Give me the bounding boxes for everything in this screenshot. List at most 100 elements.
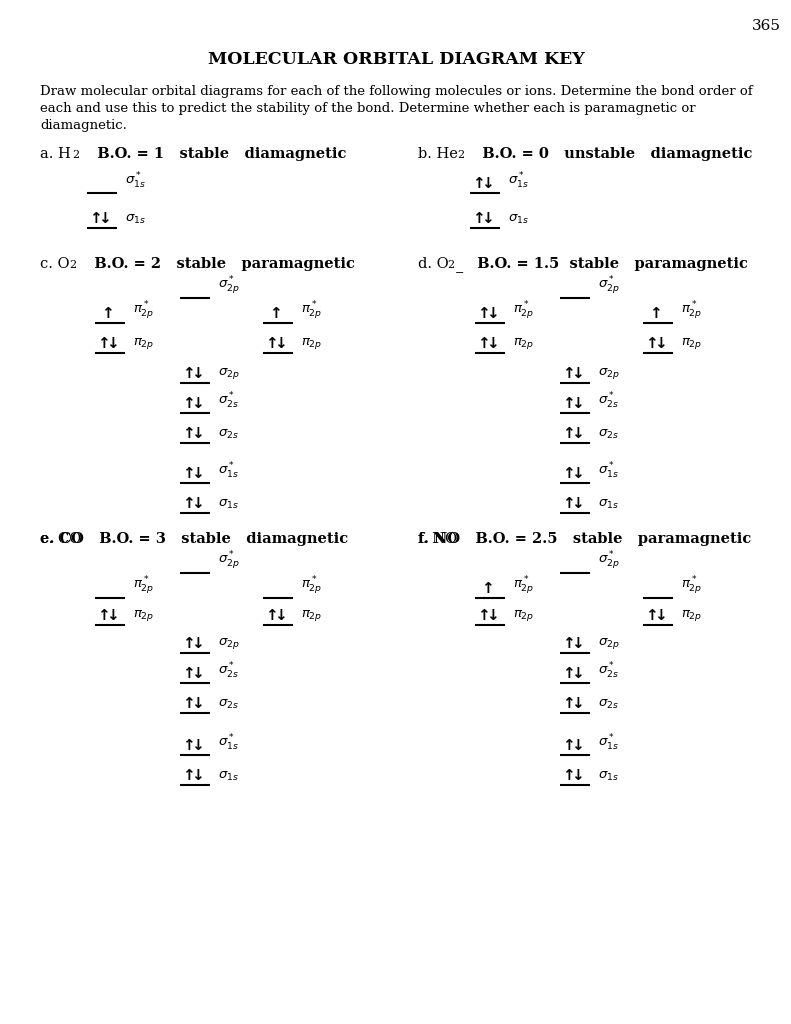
Text: ↑: ↑: [269, 306, 282, 321]
Text: f. NO: f. NO: [418, 532, 457, 546]
Text: ↓: ↓: [570, 426, 584, 441]
Text: ↓: ↓: [570, 666, 584, 681]
Text: B.O. = 1   stable   diamagnetic: B.O. = 1 stable diamagnetic: [82, 147, 346, 161]
Text: $\sigma_{2p}$: $\sigma_{2p}$: [598, 636, 620, 651]
Text: ↑: ↑: [97, 336, 109, 351]
Text: $\sigma_{1s}$: $\sigma_{1s}$: [125, 213, 146, 226]
Text: ↑: ↑: [562, 466, 574, 481]
Text: ↓: ↓: [191, 768, 203, 783]
Text: a. H: a. H: [40, 147, 70, 161]
Text: ↑: ↑: [562, 636, 574, 651]
Text: ↓: ↓: [570, 466, 584, 481]
Text: $\pi^*_{2p}$: $\pi^*_{2p}$: [133, 299, 154, 321]
Text: $\pi^*_{2p}$: $\pi^*_{2p}$: [133, 574, 154, 596]
Text: $\sigma_{2s}$: $\sigma_{2s}$: [218, 428, 239, 441]
Text: diamagnetic.: diamagnetic.: [40, 119, 127, 132]
Text: $\sigma_{1s}$: $\sigma_{1s}$: [218, 498, 239, 511]
Text: ↑: ↑: [481, 581, 494, 596]
Text: 2: 2: [69, 260, 76, 270]
Text: ↑: ↑: [562, 366, 574, 381]
Text: ↑: ↑: [182, 496, 195, 511]
Text: $\sigma_{1s}$: $\sigma_{1s}$: [598, 498, 619, 511]
Text: $\sigma^*_{1s}$: $\sigma^*_{1s}$: [508, 171, 529, 191]
Text: $\pi_{2p}$: $\pi_{2p}$: [301, 608, 322, 623]
Text: ↑: ↑: [182, 666, 195, 681]
Text: $\pi_{2p}$: $\pi_{2p}$: [513, 608, 535, 623]
Text: ↓: ↓: [106, 336, 119, 351]
Text: ↓: ↓: [481, 176, 494, 191]
Text: ↑: ↑: [265, 608, 278, 623]
Text: $\sigma^*_{1s}$: $\sigma^*_{1s}$: [598, 461, 619, 481]
Text: ↓: ↓: [191, 396, 203, 411]
Text: f. NO   B.O. = 2.5   stable   paramagnetic: f. NO B.O. = 2.5 stable paramagnetic: [418, 532, 751, 546]
Text: ↓: ↓: [570, 366, 584, 381]
Text: $\sigma_{2p}$: $\sigma_{2p}$: [218, 366, 240, 381]
Text: ↓: ↓: [481, 211, 494, 226]
Text: each and use this to predict the stability of the bond. Determine whether each i: each and use this to predict the stabili…: [40, 102, 695, 115]
Text: $\sigma_{2s}$: $\sigma_{2s}$: [598, 698, 619, 711]
Text: B.O. = 0   unstable   diamagnetic: B.O. = 0 unstable diamagnetic: [467, 147, 752, 161]
Text: $\sigma_{2s}$: $\sigma_{2s}$: [598, 428, 619, 441]
Text: $\pi_{2p}$: $\pi_{2p}$: [513, 336, 535, 351]
Text: ↑: ↑: [477, 306, 490, 321]
Text: ↑: ↑: [562, 496, 574, 511]
Text: e. CO   B.O. = 3   stable   diamagnetic: e. CO B.O. = 3 stable diamagnetic: [40, 532, 348, 546]
Text: ↑: ↑: [97, 608, 109, 623]
Text: ↑: ↑: [562, 768, 574, 783]
Text: $\sigma^*_{1s}$: $\sigma^*_{1s}$: [598, 733, 619, 753]
Text: ↑: ↑: [182, 466, 195, 481]
Text: $\sigma_{1s}$: $\sigma_{1s}$: [218, 770, 239, 783]
Text: ↓: ↓: [274, 336, 286, 351]
Text: ↓: ↓: [191, 738, 203, 753]
Text: ↑: ↑: [182, 768, 195, 783]
Text: ↓: ↓: [486, 608, 498, 623]
Text: $\sigma_{1s}$: $\sigma_{1s}$: [598, 770, 619, 783]
Text: ↑: ↑: [89, 211, 101, 226]
Text: ↑: ↑: [477, 336, 490, 351]
Text: ↓: ↓: [191, 426, 203, 441]
Text: ↑: ↑: [649, 306, 661, 321]
Text: 365: 365: [752, 19, 781, 33]
Text: ↑: ↑: [562, 696, 574, 711]
Text: ↓: ↓: [486, 306, 498, 321]
Text: $\pi_{2p}$: $\pi_{2p}$: [133, 336, 154, 351]
Text: $\pi_{2p}$: $\pi_{2p}$: [681, 608, 702, 623]
Text: ↓: ↓: [191, 466, 203, 481]
Text: ↓: ↓: [570, 696, 584, 711]
Text: $\sigma_{2p}$: $\sigma_{2p}$: [218, 636, 240, 651]
Text: ↓: ↓: [570, 738, 584, 753]
Text: ↑: ↑: [645, 608, 657, 623]
Text: ↓: ↓: [97, 211, 111, 226]
Text: ↓: ↓: [570, 636, 584, 651]
Text: $\pi^*_{2p}$: $\pi^*_{2p}$: [681, 574, 702, 596]
Text: ↑: ↑: [562, 396, 574, 411]
Text: ↑: ↑: [562, 738, 574, 753]
Text: ↑: ↑: [471, 176, 484, 191]
Text: e. CO: e. CO: [40, 532, 81, 546]
Text: Draw molecular orbital diagrams for each of the following molecules or ions. Det: Draw molecular orbital diagrams for each…: [40, 85, 752, 98]
Text: 2: 2: [457, 150, 464, 160]
Text: $\pi_{2p}$: $\pi_{2p}$: [133, 608, 154, 623]
Text: ↓: ↓: [106, 608, 119, 623]
Text: $\pi^*_{2p}$: $\pi^*_{2p}$: [513, 574, 535, 596]
Text: 2: 2: [72, 150, 79, 160]
Text: $\sigma^*_{2p}$: $\sigma^*_{2p}$: [218, 549, 240, 571]
Text: $\sigma^*_{2s}$: $\sigma^*_{2s}$: [218, 660, 239, 681]
Text: $\sigma^*_{1s}$: $\sigma^*_{1s}$: [125, 171, 146, 191]
Text: ↑: ↑: [100, 306, 113, 321]
Text: ↑: ↑: [182, 696, 195, 711]
Text: $\pi^*_{2p}$: $\pi^*_{2p}$: [681, 299, 702, 321]
Text: ↑: ↑: [265, 336, 278, 351]
Text: ↓: ↓: [191, 696, 203, 711]
Text: ↓: ↓: [191, 366, 203, 381]
Text: $\sigma^*_{1s}$: $\sigma^*_{1s}$: [218, 733, 239, 753]
Text: ↓: ↓: [191, 636, 203, 651]
Text: $\pi_{2p}$: $\pi_{2p}$: [681, 336, 702, 351]
Text: −: −: [455, 268, 464, 278]
Text: c. O: c. O: [40, 257, 70, 271]
Text: $\sigma_{2p}$: $\sigma_{2p}$: [598, 366, 620, 381]
Text: d. O: d. O: [418, 257, 448, 271]
Text: ↓: ↓: [653, 336, 666, 351]
Text: $\sigma^*_{2s}$: $\sigma^*_{2s}$: [598, 660, 619, 681]
Text: ↑: ↑: [562, 666, 574, 681]
